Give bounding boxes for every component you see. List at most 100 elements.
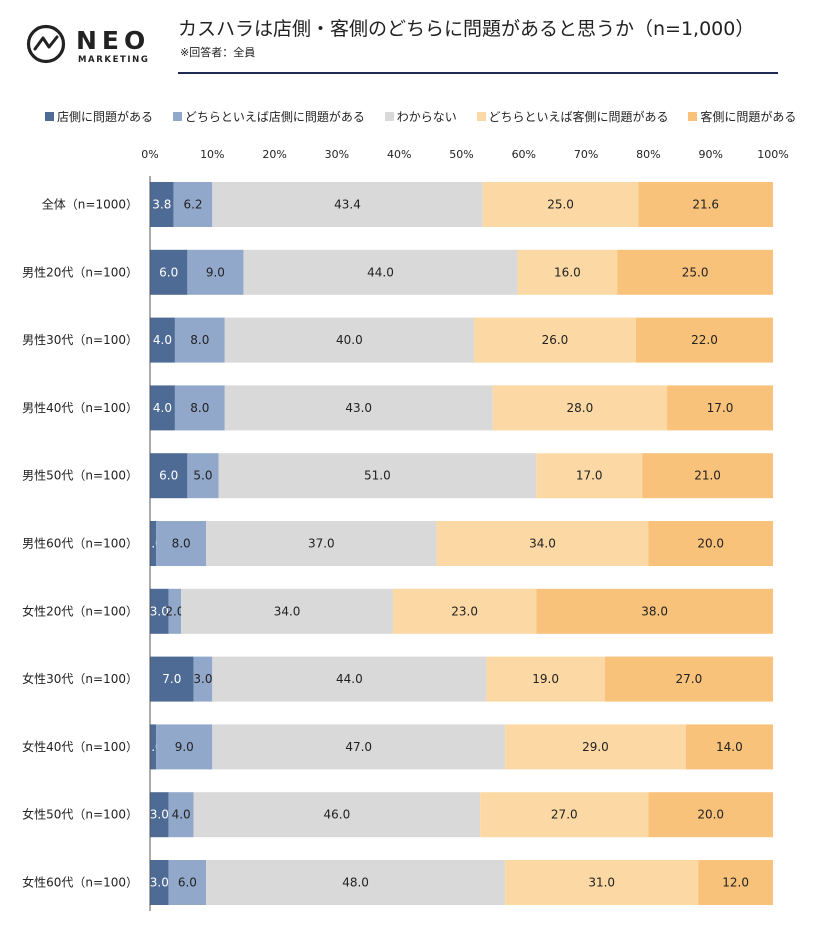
category-label: 女性40代（n=100） bbox=[22, 739, 138, 754]
data-label: 8.0 bbox=[190, 333, 209, 347]
legend-item: わからない bbox=[384, 108, 457, 125]
data-label: 4.0 bbox=[153, 333, 172, 347]
neo-marketing-logo: NEO MARKETING bbox=[26, 22, 156, 68]
bar-segment bbox=[642, 453, 773, 499]
data-label: 26.0 bbox=[542, 333, 569, 347]
bar-segment bbox=[150, 724, 157, 770]
bar-segment bbox=[156, 521, 207, 566]
category-label: 女性50代（n=100） bbox=[22, 807, 138, 822]
bar-segment bbox=[174, 385, 225, 431]
bar-segment bbox=[150, 453, 188, 499]
bar-segment bbox=[635, 317, 773, 363]
bar-segment bbox=[505, 724, 686, 770]
data-label: 2.0 bbox=[165, 604, 184, 618]
category-label: 全体（n=1000） bbox=[42, 197, 138, 212]
bar-segment bbox=[536, 588, 773, 634]
bar-segment bbox=[212, 182, 483, 227]
bar-segment bbox=[156, 724, 213, 770]
category-label: 男性30代（n=100） bbox=[22, 333, 138, 347]
bar-segment bbox=[174, 317, 225, 363]
data-label: 22.0 bbox=[691, 333, 718, 347]
legend-swatch bbox=[384, 112, 394, 121]
data-label: 37.0 bbox=[308, 537, 335, 551]
brand-name: NEO bbox=[76, 26, 151, 55]
data-label: 21.6 bbox=[692, 198, 719, 212]
bar-segment bbox=[482, 182, 639, 227]
data-label: 44.0 bbox=[367, 265, 394, 279]
data-label: 20.0 bbox=[697, 808, 724, 822]
bar-segment bbox=[168, 860, 207, 905]
data-label: 25.0 bbox=[682, 265, 709, 279]
category-label: 女性20代（n=100） bbox=[22, 603, 138, 618]
bar-segment bbox=[218, 453, 537, 499]
legend-item: どちらといえば店側に問題がある bbox=[172, 108, 365, 125]
category-label: 男性40代（n=100） bbox=[22, 401, 138, 415]
legend-swatch bbox=[45, 112, 54, 121]
data-label: 34.0 bbox=[274, 604, 301, 618]
bar-segment bbox=[150, 656, 194, 702]
bar-segment bbox=[150, 588, 169, 634]
brand-sub: MARKETING bbox=[78, 55, 150, 65]
legend-label: 店側に問題がある bbox=[57, 110, 154, 124]
bar-segment bbox=[193, 792, 481, 838]
bar-segment bbox=[505, 860, 699, 905]
x-tick-label: 60% bbox=[512, 148, 536, 161]
data-label: 19.0 bbox=[532, 672, 559, 686]
bar-segment bbox=[206, 860, 506, 905]
bar-segment bbox=[212, 724, 506, 770]
category-label: 男性20代（n=100） bbox=[22, 265, 138, 279]
data-label: 12.0 bbox=[722, 876, 749, 890]
data-label: 28.0 bbox=[567, 401, 594, 415]
bar-segment bbox=[638, 182, 773, 227]
bar-segment bbox=[243, 249, 518, 295]
bar-segment bbox=[486, 656, 605, 702]
bar-segment bbox=[150, 521, 157, 566]
data-label: 3.0 bbox=[150, 808, 169, 822]
data-label: 23.0 bbox=[451, 604, 478, 618]
legend-item: どちらといえば客側に問題がある bbox=[476, 108, 669, 125]
data-label: 27.0 bbox=[551, 808, 578, 822]
legend: 店側に問題がある どちらといえば店側に問題がある わからない どちらといえば客側… bbox=[45, 108, 812, 125]
bar-segment bbox=[604, 656, 773, 702]
bar-segment bbox=[173, 182, 213, 227]
data-label: 6.0 bbox=[159, 469, 178, 483]
pulse-icon bbox=[26, 24, 66, 64]
data-label: 16.0 bbox=[554, 265, 581, 279]
bar-segment bbox=[517, 249, 618, 295]
bar-segment bbox=[187, 453, 219, 499]
data-label: 17.0 bbox=[576, 469, 603, 483]
data-label: 4.0 bbox=[153, 401, 172, 415]
data-label: 5.0 bbox=[193, 469, 212, 483]
x-tick-label: 50% bbox=[449, 148, 473, 161]
category-label: 女性30代（n=100） bbox=[22, 671, 138, 686]
data-label: 47.0 bbox=[345, 740, 372, 754]
bar-segment bbox=[212, 656, 487, 702]
x-tick-label: 30% bbox=[325, 148, 349, 161]
data-label: 7.0 bbox=[162, 672, 181, 686]
bar-segment bbox=[150, 182, 174, 227]
data-label: 6.2 bbox=[183, 198, 202, 212]
data-label: 46.0 bbox=[324, 808, 351, 822]
bar-segment bbox=[648, 521, 773, 566]
bar-segment bbox=[150, 860, 169, 905]
data-label: 21.0 bbox=[694, 469, 721, 483]
data-label: 3.0 bbox=[150, 876, 169, 890]
data-label: 25.0 bbox=[547, 198, 574, 212]
bar-segment bbox=[480, 792, 649, 838]
respondent-note: ※回答者：全員 bbox=[180, 46, 256, 59]
bar-segment bbox=[181, 588, 393, 634]
x-tick-label: 100% bbox=[757, 148, 788, 161]
bar-segment bbox=[224, 317, 474, 363]
data-label: 3.0 bbox=[193, 672, 212, 686]
legend-label: わからない bbox=[396, 110, 457, 124]
x-tick-label: 90% bbox=[698, 148, 722, 161]
data-label: 48.0 bbox=[342, 876, 369, 890]
data-label: 6.0 bbox=[178, 876, 197, 890]
data-label: 43.0 bbox=[345, 401, 372, 415]
data-label: 17.0 bbox=[707, 401, 734, 415]
data-label: 20.0 bbox=[697, 537, 724, 551]
data-label: 43.4 bbox=[334, 198, 361, 212]
bar-segment bbox=[150, 385, 175, 431]
data-label: 6.0 bbox=[159, 265, 178, 279]
